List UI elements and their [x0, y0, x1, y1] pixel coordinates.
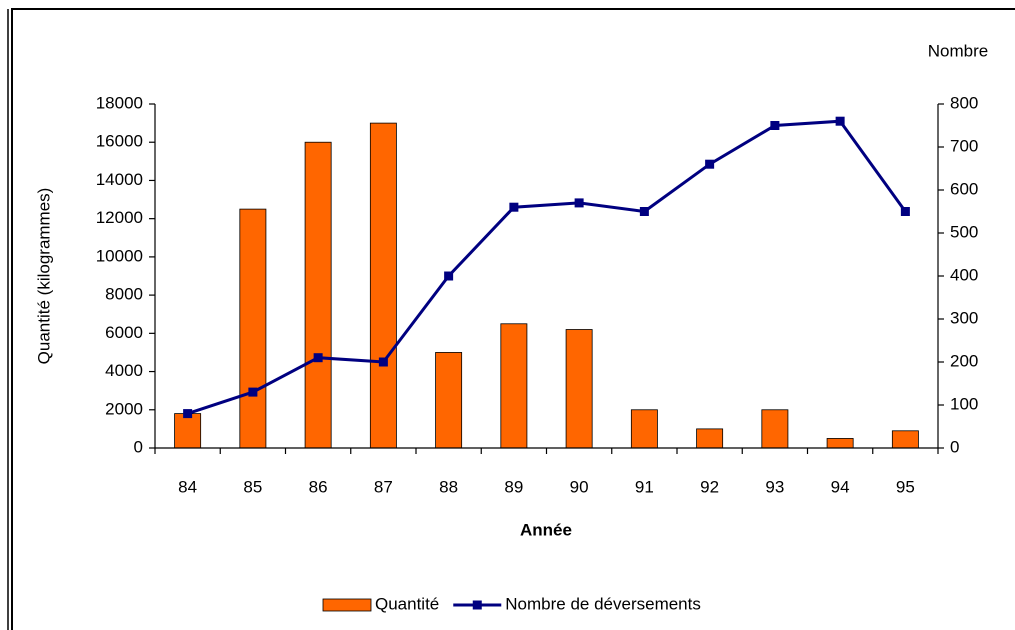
legend-label: Quantité — [375, 594, 439, 613]
y2-tick-label: 800 — [950, 93, 978, 112]
marker — [639, 207, 649, 216]
x-tick-label: 91 — [635, 477, 654, 496]
y2-tick-label: 400 — [950, 265, 978, 284]
y2-axis-label: Nombre — [928, 41, 988, 60]
marker — [574, 198, 584, 208]
y-tick-label: 2000 — [105, 399, 143, 418]
marker — [705, 159, 715, 169]
bar — [565, 329, 593, 449]
y-axis-label: Quantité (kilogrammes) — [34, 188, 53, 365]
y2-tick-label: 0 — [950, 437, 959, 456]
marker — [444, 271, 454, 281]
marker — [900, 207, 910, 216]
bar — [304, 141, 332, 449]
y2-tick-label: 100 — [950, 394, 978, 413]
x-tick-label: 88 — [439, 477, 458, 496]
marker — [835, 116, 845, 126]
bar — [826, 438, 854, 449]
bar — [891, 430, 919, 449]
bar — [239, 208, 267, 449]
x-tick-label: 95 — [896, 477, 915, 496]
bar — [435, 352, 463, 449]
frame — [11, 8, 1015, 630]
marker — [509, 202, 519, 212]
y-tick-label: 8000 — [105, 285, 143, 304]
y-tick-label: 0 — [134, 437, 143, 456]
x-tick-label: 90 — [570, 477, 589, 496]
x-tick-label: 93 — [765, 477, 784, 496]
marker — [313, 353, 323, 363]
x-tick-label: 92 — [700, 477, 719, 496]
y2-tick-label: 500 — [950, 222, 978, 241]
legend-marker — [472, 600, 482, 610]
y-tick-label: 14000 — [96, 170, 143, 189]
x-tick-label: 86 — [309, 477, 328, 496]
marker — [183, 409, 193, 419]
marker — [378, 357, 388, 367]
line — [187, 119, 907, 416]
y-tick-label: 10000 — [96, 246, 143, 265]
bar — [500, 323, 528, 449]
y2-tick-label: 200 — [950, 351, 978, 370]
y-tick-label: 6000 — [105, 323, 143, 342]
x-tick-label: 84 — [178, 477, 197, 496]
x-tick-label: 94 — [831, 477, 850, 496]
y-tick-label: 18000 — [96, 93, 143, 112]
legend-swatch — [322, 598, 372, 612]
marker — [770, 121, 780, 130]
y2-tick-label: 300 — [950, 308, 978, 327]
y-tick-label: 16000 — [96, 132, 143, 151]
y2-tick-label: 700 — [950, 136, 978, 155]
bar — [696, 428, 724, 449]
bar — [761, 409, 789, 449]
bar — [369, 122, 397, 449]
bar — [174, 413, 202, 449]
y2-tick-label: 600 — [950, 179, 978, 198]
y-tick-label: 12000 — [96, 208, 143, 227]
x-tick-label: 89 — [504, 477, 523, 496]
y-tick-label: 4000 — [105, 361, 143, 380]
marker — [248, 387, 258, 397]
x-tick-label: 85 — [243, 477, 262, 496]
bar — [630, 409, 658, 449]
x-tick-label: 87 — [374, 477, 393, 496]
x-axis-label: Année — [520, 520, 572, 539]
legend-label: Nombre de déversements — [505, 594, 701, 613]
